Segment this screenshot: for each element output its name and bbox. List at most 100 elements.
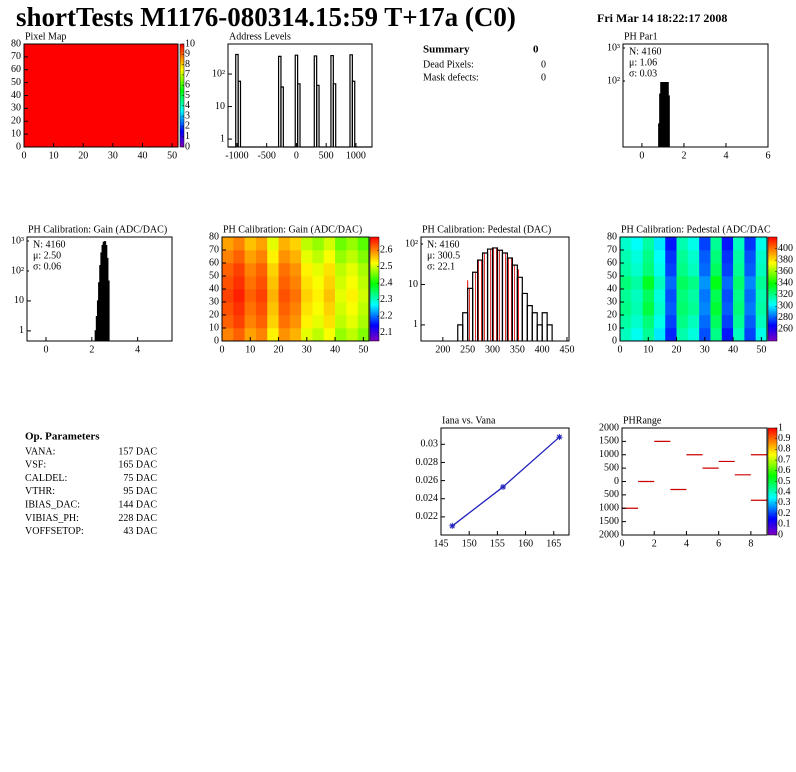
data-marker: [449, 522, 456, 529]
highlight-fill: [477, 260, 483, 341]
heat-cell: [687, 289, 700, 303]
z-tick-label: 6: [185, 79, 190, 90]
highlight-fill: [467, 288, 473, 341]
y-tick-label: 0: [612, 335, 617, 346]
heat-cell: [278, 276, 291, 290]
param-label: VANA:: [25, 446, 55, 457]
hist-bin: [107, 280, 110, 341]
heat-cell: [289, 328, 302, 342]
heat-cell: [721, 328, 734, 342]
y-tick-label: 60: [607, 257, 617, 268]
stats-box: [625, 46, 669, 82]
z-tick-label: 260: [778, 324, 793, 335]
heat-cell: [267, 289, 279, 303]
y-tick-label: 1: [220, 133, 225, 144]
panel-title: PH Par1: [624, 31, 658, 42]
z-tick-label: 280: [778, 312, 793, 323]
heat-cell: [346, 302, 358, 316]
heat-cell: [699, 263, 711, 277]
heat-cell: [620, 328, 632, 342]
y-tick-label: 20: [209, 309, 219, 320]
heat-cell: [335, 263, 347, 277]
x-tick-label: 40: [137, 150, 147, 161]
stats-line: μ: 1.06: [629, 57, 657, 68]
heat-cell: [357, 315, 370, 329]
heat-cell: [721, 237, 734, 251]
heat-cell: [755, 237, 768, 251]
heat-cell: [244, 263, 257, 277]
x-tick-label: 200: [435, 344, 450, 355]
heat-cell: [665, 328, 677, 342]
heat-cell: [244, 237, 257, 251]
stats-box: [423, 239, 467, 275]
y-tick-label: 0.028: [416, 457, 439, 468]
heat-cell: [676, 302, 689, 316]
y-tick-label: 10: [408, 279, 418, 290]
param-label: IBIAS_DAC:: [25, 499, 80, 510]
heat-cell: [744, 250, 756, 264]
heat-cell: [744, 328, 756, 342]
highlight-fill: [472, 272, 478, 341]
y-tick-label: 0.026: [416, 475, 439, 486]
y-tick-label: 50: [11, 77, 21, 88]
z-tick-label: 0.4: [778, 486, 791, 497]
heat-cell: [699, 250, 711, 264]
heat-cell: [289, 237, 302, 251]
param-value: 144 DAC: [118, 499, 157, 510]
param-label: VSF:: [25, 460, 46, 471]
heat-cell: [733, 328, 745, 342]
heat-cell: [710, 289, 723, 303]
heat-cell: [222, 263, 234, 277]
x-tick-label: 250: [460, 344, 475, 355]
heat-cell: [357, 250, 370, 264]
heat-cell: [222, 237, 234, 251]
heat-cell: [721, 263, 734, 277]
y-tick-label: 0.024: [416, 493, 439, 504]
heat-cell: [733, 276, 745, 290]
heat-cell: [255, 315, 268, 329]
heat-cell: [755, 315, 768, 329]
stats-line: N: 4160: [427, 239, 460, 250]
plot-frame: [227, 43, 373, 148]
y-tick-label: 30: [607, 296, 617, 307]
x-tick-label: 350: [510, 344, 525, 355]
y-tick-label: 60: [11, 64, 21, 75]
y-tick-label: 0.022: [416, 511, 439, 522]
y-tick-label: 70: [11, 51, 21, 62]
y-tick-label: 40: [607, 283, 617, 294]
heat-cell: [289, 315, 302, 329]
summary-label: Dead Pixels:: [423, 59, 474, 70]
x-tick-label: 50: [358, 344, 368, 355]
heat-cell: [676, 289, 689, 303]
y-tick-label: 1500: [599, 436, 619, 447]
heat-cell: [721, 250, 734, 264]
heat-cell: [233, 250, 245, 264]
heat-cell: [665, 289, 677, 303]
y-tick-label: 70: [209, 244, 219, 255]
x-tick-label: 0: [620, 538, 625, 549]
heat-cell: [733, 315, 745, 329]
heat-cell: [335, 250, 347, 264]
y-tick-label: 500: [604, 462, 619, 473]
heat-cell: [312, 289, 325, 303]
heat-cell: [676, 237, 689, 251]
heat-cell: [642, 302, 655, 316]
z-tick-label: 0.8: [778, 444, 791, 455]
x-tick-label: 2: [652, 538, 657, 549]
y-tick-label: 10: [209, 322, 219, 333]
heat-cell: [733, 237, 745, 251]
heat-cell: [710, 328, 723, 342]
heat-cell: [687, 302, 700, 316]
heat-cell: [755, 289, 768, 303]
heat-cell: [244, 250, 257, 264]
param-label: VOFFSETOP:: [25, 526, 84, 537]
heat-cell: [665, 263, 677, 277]
heat-cell: [335, 328, 347, 342]
heat-cell: [233, 315, 245, 329]
x-tick-label: 155: [490, 538, 505, 549]
heat-cell: [676, 276, 689, 290]
y-tick-label: 40: [11, 90, 21, 101]
plot-frame: [440, 427, 570, 536]
heat-cell: [267, 263, 279, 277]
heat-cell: [312, 250, 325, 264]
